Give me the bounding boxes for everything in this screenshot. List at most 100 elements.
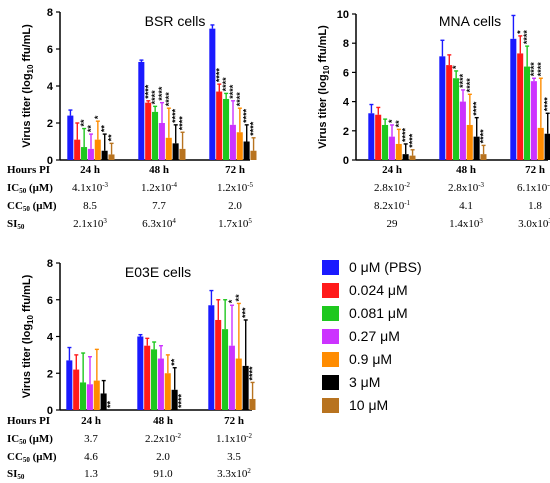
bar	[215, 319, 222, 410]
table-value-cell: 1.7x105	[218, 217, 252, 230]
bar	[73, 369, 80, 410]
bar	[243, 141, 250, 160]
bar	[402, 154, 409, 160]
significance-label: ****	[465, 78, 475, 93]
significance-label: ****	[408, 133, 418, 148]
legend-swatch	[322, 260, 339, 275]
table-row-label: IC50 (μM)	[7, 433, 53, 446]
table-row-label: CC50 (μM)	[7, 200, 57, 213]
chart-panel-2: MNA cells 0 2 4 6 8 10 Virus titer (log10 ffu/m…	[317, 9, 550, 230]
significance-label: **	[234, 294, 244, 302]
legend-label: 10 μM	[349, 397, 388, 413]
significance-label: ****	[242, 108, 252, 123]
y-tick-label: 4	[47, 332, 54, 344]
bar	[235, 358, 242, 410]
bar	[86, 384, 93, 410]
table-value-cell: 6.1x10-4	[517, 181, 550, 194]
significance-label: ****	[221, 77, 231, 92]
legend-label: 0.081 μM	[349, 305, 408, 321]
significance-label: ****	[458, 73, 468, 88]
bar	[108, 154, 115, 160]
bar	[453, 78, 460, 160]
table-value-cell: 1.1x10-2	[216, 432, 253, 445]
bar	[93, 380, 100, 410]
bar	[222, 329, 229, 410]
stats-table: 24 h 48 h 72 h 4.1x10-3 1.2x10-4 1.2x10-5 8.5 7…	[7, 164, 254, 231]
legend: 0 μM (PBS) 0.024 μM 0.081 μM 0.27 μM 0.9 μM 3…	[322, 259, 422, 413]
bar	[66, 360, 73, 410]
bar	[480, 154, 487, 160]
bar	[439, 56, 446, 161]
y-tick-label: 10	[337, 9, 349, 21]
chart-panel-1: BSR cells 0 2 4 6 8 Virus titer (log10 ffu/mL)…	[7, 7, 259, 231]
y-axis-label: Virus titer (log10 ffu/mL)	[21, 274, 35, 398]
bar	[517, 53, 524, 160]
legend-label: 0.9 μM	[349, 351, 392, 367]
bar	[530, 81, 537, 160]
table-value-cell: 1.2x10-5	[217, 181, 254, 194]
bar	[152, 111, 159, 160]
bar	[172, 143, 179, 160]
bar	[216, 91, 223, 160]
y-tick-label: 8	[47, 258, 53, 270]
y-tick-label: 8	[47, 7, 53, 19]
bar	[151, 349, 158, 410]
bar	[74, 139, 81, 160]
bar	[375, 114, 382, 160]
legend-swatch	[322, 283, 339, 298]
y-tick-label: 0	[343, 155, 349, 167]
legend-label: 0.27 μM	[349, 328, 400, 344]
table-hours-cell: 72 h	[224, 415, 244, 427]
table-value-cell: 1.8	[528, 200, 542, 212]
bar	[171, 389, 178, 410]
significance-label: ****	[171, 108, 181, 123]
chart-title: BSR cells	[145, 13, 206, 29]
legend-swatch	[322, 398, 339, 413]
significance-label: ****	[249, 121, 259, 136]
bar	[209, 28, 216, 161]
y-tick-label: 6	[47, 295, 53, 307]
bar	[145, 102, 152, 160]
stats-table: 24 h 48 h 72 h 3.7 2.2x10-2 1.1x10-2 4.6 2.0 3.5…	[7, 415, 253, 481]
table-value-cell: 3.5	[227, 451, 241, 463]
bar	[473, 136, 480, 160]
bar	[229, 124, 236, 160]
bar	[144, 345, 151, 410]
table-value-cell: 1.3	[84, 468, 98, 480]
significance-label: ****	[143, 84, 153, 99]
table-row-label: IC50 (μM)	[7, 182, 53, 195]
bar	[223, 98, 230, 160]
significance-label: **	[86, 125, 96, 133]
bar	[388, 136, 395, 160]
bar	[94, 139, 101, 160]
significance-label: **	[394, 120, 404, 128]
significance-label: **	[170, 358, 180, 366]
table-value-cell: 1.2x10-4	[141, 181, 178, 194]
legend-swatch	[322, 375, 339, 390]
significance-label: *	[387, 119, 397, 123]
bar	[537, 127, 544, 160]
table-value-cell: 2.8x10-2	[374, 181, 411, 194]
bar	[165, 137, 172, 160]
legend-label: 3 μM	[349, 374, 380, 390]
significance-label: **	[106, 400, 116, 408]
table-row-label: CC50 (μM)	[7, 451, 57, 464]
significance-label: ****	[529, 62, 539, 77]
significance-label: **	[79, 119, 89, 127]
y-tick-label: 6	[343, 67, 349, 79]
bar	[524, 66, 531, 160]
significance-label: ****	[235, 92, 245, 107]
chart-title: MNA cells	[439, 13, 501, 29]
table-value-cell: 29	[387, 218, 399, 230]
table-value-cell: 2.0	[228, 200, 242, 212]
table-value-cell: 2.0	[156, 451, 170, 463]
bar	[249, 398, 256, 410]
y-tick-label: 0	[47, 405, 53, 417]
bar	[101, 150, 108, 160]
bar	[409, 155, 416, 160]
y-tick-label: 0	[47, 155, 53, 167]
table-hours-cell: 24 h	[81, 415, 101, 427]
stats-table: 24 h 48 h 72 h 2.8x10-2 2.8x10-3 6.1x10-4 8.2x…	[374, 164, 550, 230]
table-value-cell: 91.0	[153, 468, 173, 480]
table-value-cell: 4.1	[459, 200, 473, 212]
